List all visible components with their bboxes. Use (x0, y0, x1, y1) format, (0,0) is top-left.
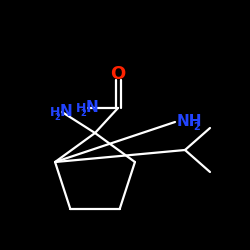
Text: 2: 2 (54, 112, 60, 122)
Text: NH: NH (177, 114, 203, 130)
Text: N: N (86, 100, 98, 116)
Text: H: H (76, 102, 86, 114)
Text: 2: 2 (80, 108, 86, 118)
Text: H: H (50, 106, 60, 118)
Text: 2: 2 (194, 122, 200, 132)
Text: O: O (110, 65, 126, 83)
Text: N: N (60, 104, 72, 120)
